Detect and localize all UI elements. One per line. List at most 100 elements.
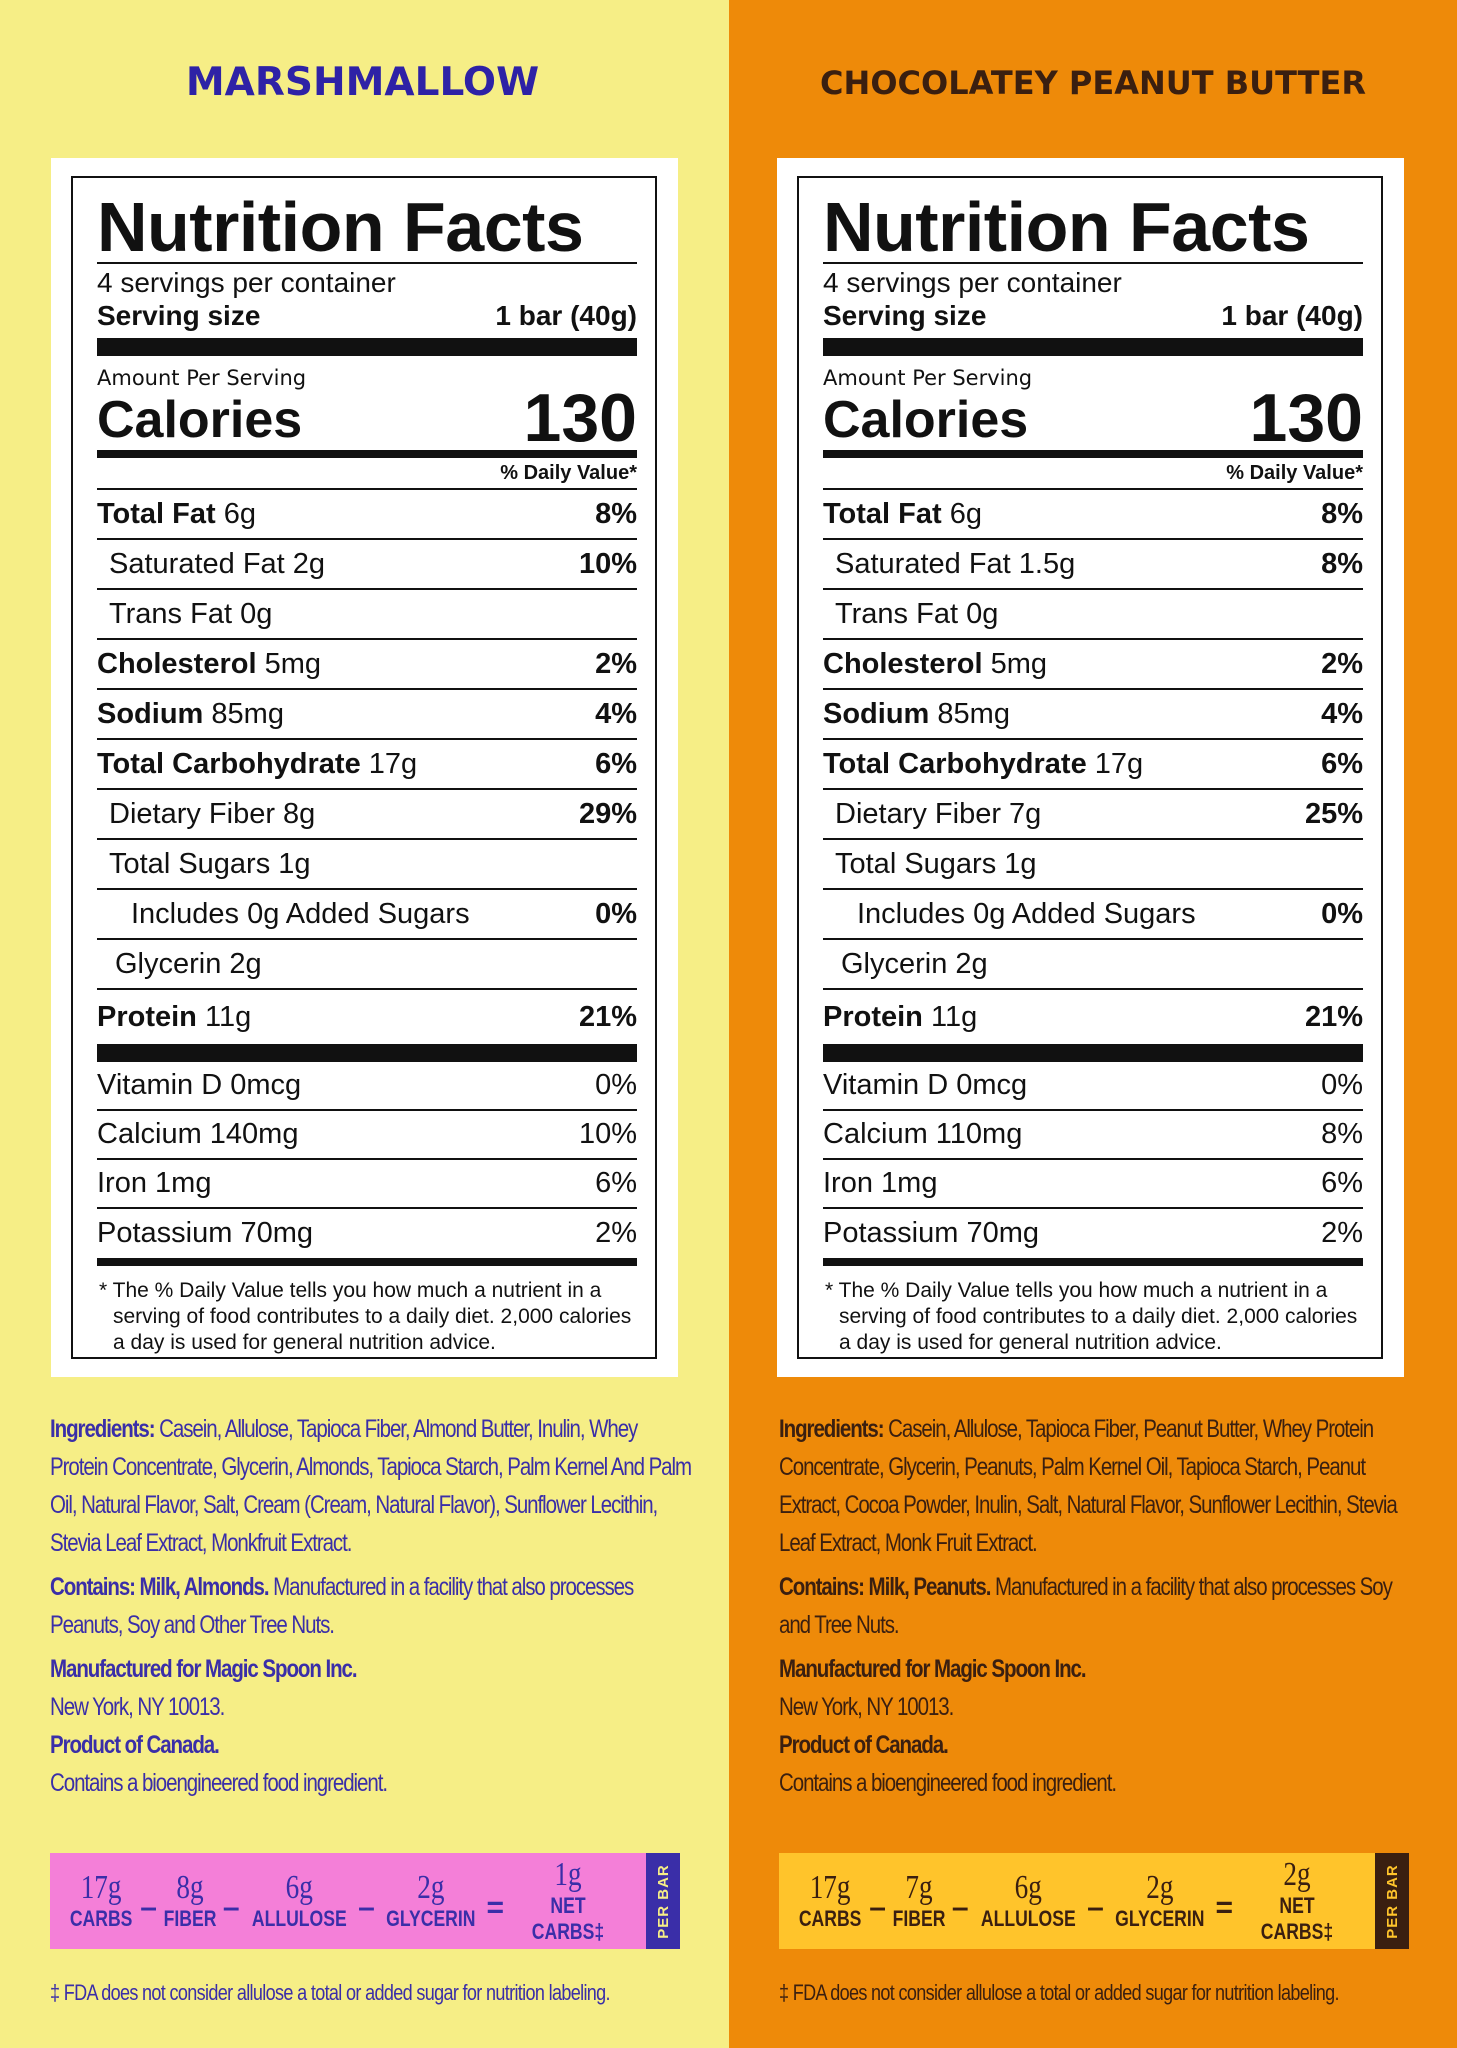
manufacturer-address: New York, NY 10013. (779, 1693, 954, 1721)
per-bar-label: PER BAR (654, 1863, 672, 1939)
summary-item: 1g NET CARBS‡ (517, 1857, 619, 1945)
summary-label: ALLULOSE (980, 1906, 1076, 1931)
nutrient-amount: 11g (930, 1000, 978, 1033)
vitamin-name: Calcium 110mg (823, 1118, 1023, 1150)
divider-medium (97, 450, 637, 458)
nutrients-list: Total Fat 6g 8% Saturated Fat 1.5g 8% Trans … (823, 490, 1363, 1044)
daily-value-header: % Daily Value* (823, 458, 1363, 490)
summary-item: 17g CARBS (70, 1870, 133, 1932)
nutrient-daily-value: 6% (595, 747, 637, 780)
nutrition-label: Nutrition Facts 4 servings per container… (71, 176, 657, 1359)
nutrient-daily-value: 10% (578, 547, 637, 580)
bioengineered-note: Contains a bioengineered food ingredient… (50, 1769, 388, 1797)
nutrient-row: Total Carbohydrate 17g 6% (97, 740, 637, 790)
vitamin-name: Calcium 140mg (97, 1118, 299, 1150)
nutrient-amount: 17g (368, 747, 418, 780)
nutrient-amount: 85mg (937, 697, 1010, 730)
allergens: Contains: Milk, Almonds. Manufactured in… (50, 1568, 698, 1644)
nutrients-list: Total Fat 6g 8% Saturated Fat 2g 10% Trans F… (97, 490, 637, 1044)
nutrient-name: Total Carbohydrate 17g (97, 748, 417, 781)
nutrient-label: Protein (97, 1000, 197, 1033)
summary-label: FIBER (892, 1906, 946, 1931)
manufacturer-label: Manufactured for Magic Spoon Inc. (50, 1655, 358, 1683)
nutrient-amount: 6g (223, 497, 257, 530)
bioengineered-note: Contains a bioengineered food ingredient… (779, 1769, 1117, 1797)
vitamin-daily-value: 0% (595, 1069, 637, 1101)
nutrient-row: Protein 11g 21% (97, 990, 637, 1044)
nutrient-row: Includes 0g Added Sugars 0% (97, 890, 637, 940)
per-bar-label: PER BAR (1383, 1863, 1401, 1939)
nutrient-row: Total Carbohydrate 17g 6% (823, 740, 1363, 790)
divider-medium (97, 1258, 637, 1266)
summary-value: 6g (285, 1869, 313, 1906)
net-carbs-summary: 17g CARBS –7g FIBER –6g ALLULOSE –2g GLYCERIN = 2… (779, 1853, 1409, 1949)
nutrient-daily-value: 29% (578, 797, 637, 830)
vitamin-name: Iron 1mg (97, 1167, 212, 1199)
servings-per-container: 4 servings per container (97, 267, 396, 298)
daily-value-footnote: * The % Daily Value tells you how much a… (99, 1279, 632, 1354)
summary-item: 2g NET CARBS‡ (1246, 1857, 1348, 1945)
amount-per-serving: Amount Per Serving (97, 366, 307, 390)
nutrient-row: Trans Fat 0g (97, 590, 637, 640)
nutrient-name: Dietary Fiber 8g (109, 797, 316, 830)
nutrient-label: Cholesterol (97, 647, 257, 680)
vitamin-daily-value: 8% (1321, 1118, 1363, 1150)
nutrient-amount: 5mg (990, 647, 1048, 680)
vitamin-daily-value: 0% (1321, 1069, 1363, 1101)
nutrient-row: Dietary Fiber 7g 25% (823, 790, 1363, 840)
summary-label: FIBER (163, 1906, 217, 1931)
summary-equation: 17g CARBS –8g FIBER –6g ALLULOSE –2g GLYCERIN = 1… (50, 1853, 646, 1949)
nutrient-name: Total Sugars 1g (109, 847, 311, 880)
contains-label: Contains: Milk, Almonds. (50, 1573, 270, 1601)
nutrient-row: Saturated Fat 2g 10% (97, 540, 637, 590)
nutrient-name: Glycerin 2g (115, 947, 262, 980)
nutrient-name: Total Fat 6g (823, 498, 982, 531)
ingredients-label: Ingredients: (779, 1415, 885, 1443)
manufacturer: Manufactured for Magic Spoon Inc. New Yo… (50, 1650, 698, 1802)
nutrient-daily-value: 2% (1321, 647, 1363, 680)
nutrient-daily-value: 0% (595, 897, 637, 930)
serving-size-label: Serving size (97, 300, 261, 331)
nutrient-label: Sodium (823, 697, 930, 730)
nutrient-daily-value: 8% (1321, 547, 1363, 580)
nutrient-name: Cholesterol 5mg (97, 648, 321, 681)
nutrient-label: Total Carbohydrate (823, 747, 1087, 780)
nutrient-label: Total Fat (97, 497, 216, 530)
fda-note: ‡ FDA does not consider allulose a total… (779, 1980, 1340, 2005)
vitamin-row: Vitamin D 0mcg 0% (823, 1062, 1363, 1111)
nutrient-row: Total Fat 6g 8% (97, 490, 637, 540)
divider-thick (97, 338, 637, 356)
vitamin-row: Iron 1mg 6% (97, 1160, 637, 1209)
ingredients: Ingredients: Casein, Allulose, Tapioca F… (50, 1410, 698, 1562)
contains-label: Contains: Milk, Peanuts. (779, 1573, 991, 1601)
summary-item: 17g CARBS (799, 1870, 862, 1932)
summary-operator: – (358, 1891, 375, 1924)
nutrient-row: Glycerin 2g (97, 940, 637, 990)
divider-medium (823, 450, 1363, 458)
calories-label: Calories (97, 391, 303, 449)
divider (97, 262, 637, 264)
calories-value: 130 (1249, 380, 1363, 456)
divider-thick (823, 1044, 1363, 1062)
vitamin-daily-value: 6% (595, 1167, 637, 1199)
ingredients-text: Casein, Allulose, Tapioca Fiber, Peanut … (779, 1415, 1398, 1557)
product-of: Product of Canada. (50, 1731, 220, 1759)
ingredients-text: Casein, Allulose, Tapioca Fiber, Almond … (50, 1415, 692, 1557)
calories-label: Calories (823, 391, 1029, 449)
nutrient-name: Includes 0g Added Sugars (857, 897, 1196, 930)
flavor-title: CHOCOLATEY PEANUT BUTTER (820, 64, 1366, 102)
summary-value: 2g (417, 1869, 445, 1906)
summary-label: CARBS (69, 1906, 133, 1931)
summary-operator: = (1215, 1891, 1234, 1924)
summary-value: 17g (80, 1869, 122, 1906)
nutrient-name: Glycerin 2g (841, 947, 988, 980)
serving-size-label: Serving size (823, 300, 987, 331)
nutrient-name: Dietary Fiber 7g (835, 797, 1042, 830)
vitamin-row: Potassium 70mg 2% (97, 1209, 637, 1258)
calories-row: Calories 130 (97, 384, 637, 452)
panel-marshmallow: MARSHMALLOW Nutrition Facts 4 servings p… (0, 0, 729, 2048)
summary-item: 2g GLYCERIN (1115, 1870, 1204, 1932)
nutrient-name: Saturated Fat 1.5g (835, 547, 1076, 580)
nutrient-label: Protein (823, 1000, 923, 1033)
vitamin-daily-value: 2% (595, 1217, 637, 1249)
